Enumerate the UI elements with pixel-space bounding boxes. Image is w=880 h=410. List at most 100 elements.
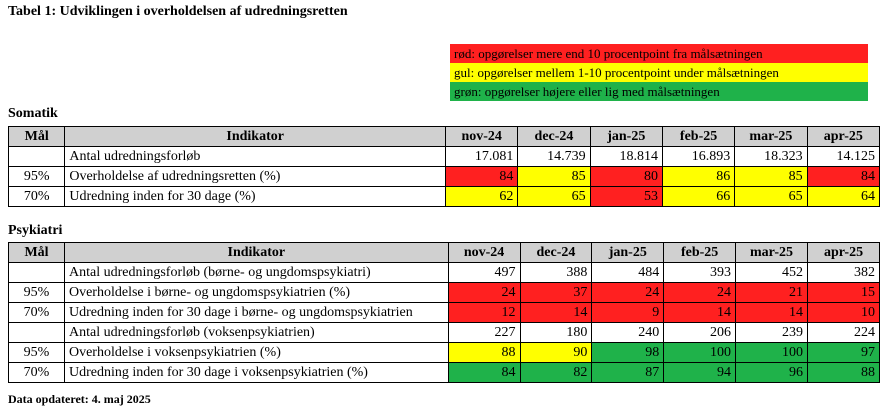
value-cell: 97 <box>807 342 880 363</box>
value-cell: 86 <box>661 166 736 187</box>
value-cell: 84 <box>447 362 521 383</box>
value-cell: 497 <box>447 262 521 283</box>
somatik-table: Mål Indikator nov-24 dec-24 jan-25 feb-2… <box>7 126 880 207</box>
value-cell: 224 <box>807 322 880 343</box>
value-cell: 180 <box>519 322 593 343</box>
header-indicator: Indikator <box>63 242 449 263</box>
header-month: feb-25 <box>661 126 736 147</box>
value-cell: 21 <box>735 282 809 303</box>
value-cell: 393 <box>663 262 737 283</box>
value-cell: 88 <box>447 342 521 363</box>
psykiatri-table: Mål Indikator nov-24 dec-24 jan-25 feb-2… <box>8 242 880 383</box>
header-month: dec-24 <box>517 126 591 147</box>
value-cell: 24 <box>447 282 521 303</box>
goal-cell <box>8 262 65 283</box>
indicator-cell: Udredning inden for 30 dage (%) <box>64 186 447 207</box>
header-month: jan-25 <box>589 126 663 147</box>
goal-cell <box>8 322 65 343</box>
value-cell: 382 <box>807 262 880 283</box>
value-cell: 66 <box>661 186 736 207</box>
value-cell: 88 <box>807 362 880 383</box>
table-row: 95% Overholdelse i børne- og ungdomspsyki… <box>8 282 880 303</box>
value-cell: 14 <box>519 302 593 323</box>
table-header-row: Mål Indikator nov-24 dec-24 jan-25 feb-2… <box>7 126 880 147</box>
value-cell: 87 <box>591 362 665 383</box>
value-cell: 17.081 <box>445 146 519 167</box>
header-goal: Mål <box>7 126 66 147</box>
value-cell: 80 <box>589 166 663 187</box>
value-cell: 15 <box>807 282 880 303</box>
value-cell: 94 <box>663 362 737 383</box>
value-cell: 96 <box>735 362 809 383</box>
value-cell: 240 <box>591 322 665 343</box>
table-row: 95% Overholdelse af udredningsretten (%) 8… <box>7 166 880 187</box>
header-month: nov-24 <box>447 242 521 263</box>
legend-green: grøn: opgørelser højere eller lig med må… <box>450 82 868 101</box>
header-goal: Mål <box>8 242 65 263</box>
goal-cell <box>7 146 66 167</box>
value-cell: 484 <box>591 262 665 283</box>
indicator-cell: Antal udredningsforløb (voksenpsykiatrie… <box>63 322 449 343</box>
value-cell: 84 <box>806 166 880 187</box>
goal-cell: 95% <box>8 342 65 363</box>
header-month: apr-25 <box>807 242 880 263</box>
value-cell: 9 <box>591 302 665 323</box>
value-cell: 62 <box>445 186 519 207</box>
value-cell: 53 <box>589 186 663 207</box>
indicator-cell: Antal udredningsforløb <box>64 146 447 167</box>
indicator-cell: Udredning inden for 30 dage i voksenpsyk… <box>63 362 449 383</box>
value-cell: 24 <box>663 282 737 303</box>
indicator-cell: Overholdelse i voksenpsykiatrien (%) <box>63 342 449 363</box>
value-cell: 18.814 <box>589 146 663 167</box>
value-cell: 206 <box>663 322 737 343</box>
goal-cell: 95% <box>8 282 65 303</box>
value-cell: 84 <box>445 166 519 187</box>
value-cell: 239 <box>735 322 809 343</box>
header-month: jan-25 <box>591 242 665 263</box>
value-cell: 90 <box>519 342 593 363</box>
value-cell: 65 <box>517 186 591 207</box>
value-cell: 452 <box>735 262 809 283</box>
value-cell: 12 <box>447 302 521 323</box>
table-row: 70% Udredning inden for 30 dage (%) 62 65 53… <box>7 186 880 207</box>
value-cell: 16.893 <box>661 146 736 167</box>
header-month: mar-25 <box>734 126 808 147</box>
value-cell: 227 <box>447 322 521 343</box>
header-month: nov-24 <box>445 126 519 147</box>
table-row: Antal udredningsforløb 17.081 14.739 18.814… <box>7 146 880 167</box>
goal-cell: 70% <box>8 302 65 323</box>
value-cell: 10 <box>807 302 880 323</box>
table-row: Antal udredningsforløb (voksenpsykiatrie… <box>8 322 880 343</box>
goal-cell: 95% <box>7 166 66 187</box>
value-cell: 82 <box>519 362 593 383</box>
header-month: mar-25 <box>735 242 809 263</box>
table-row: 95% Overholdelse i voksenpsykiatrien (%) 8… <box>8 342 880 363</box>
table-row: 70% Udredning inden for 30 dage i voksenp… <box>8 362 880 383</box>
legend-red: rød: opgørelser mere end 10 procentpoint… <box>450 44 868 63</box>
value-cell: 388 <box>519 262 593 283</box>
indicator-cell: Overholdelse af udredningsretten (%) <box>64 166 447 187</box>
value-cell: 24 <box>591 282 665 303</box>
value-cell: 85 <box>517 166 591 187</box>
indicator-cell: Udredning inden for 30 dage i børne- og … <box>63 302 449 323</box>
value-cell: 65 <box>734 186 808 207</box>
value-cell: 85 <box>734 166 808 187</box>
indicator-cell: Overholdelse i børne- og ungdomspsykiatr… <box>63 282 449 303</box>
goal-cell: 70% <box>8 362 65 383</box>
value-cell: 100 <box>663 342 737 363</box>
value-cell: 14.125 <box>806 146 880 167</box>
value-cell: 14 <box>663 302 737 323</box>
section-label-somatik: Somatik <box>8 106 58 121</box>
legend-yellow: gul: opgørelser mellem 1-10 procentpoint… <box>450 63 868 82</box>
value-cell: 14 <box>735 302 809 323</box>
indicator-cell: Antal udredningsforløb (børne- og ungdom… <box>63 262 449 283</box>
value-cell: 18.323 <box>734 146 808 167</box>
table-row: 70% Udredning inden for 30 dage i børne- … <box>8 302 880 323</box>
header-month: dec-24 <box>519 242 593 263</box>
value-cell: 37 <box>519 282 593 303</box>
header-indicator: Indikator <box>64 126 447 147</box>
value-cell: 98 <box>591 342 665 363</box>
section-label-psykiatri: Psykiatri <box>8 223 63 238</box>
header-month: feb-25 <box>663 242 737 263</box>
data-updated-note: Data opdateret: 4. maj 2025 <box>8 392 151 406</box>
